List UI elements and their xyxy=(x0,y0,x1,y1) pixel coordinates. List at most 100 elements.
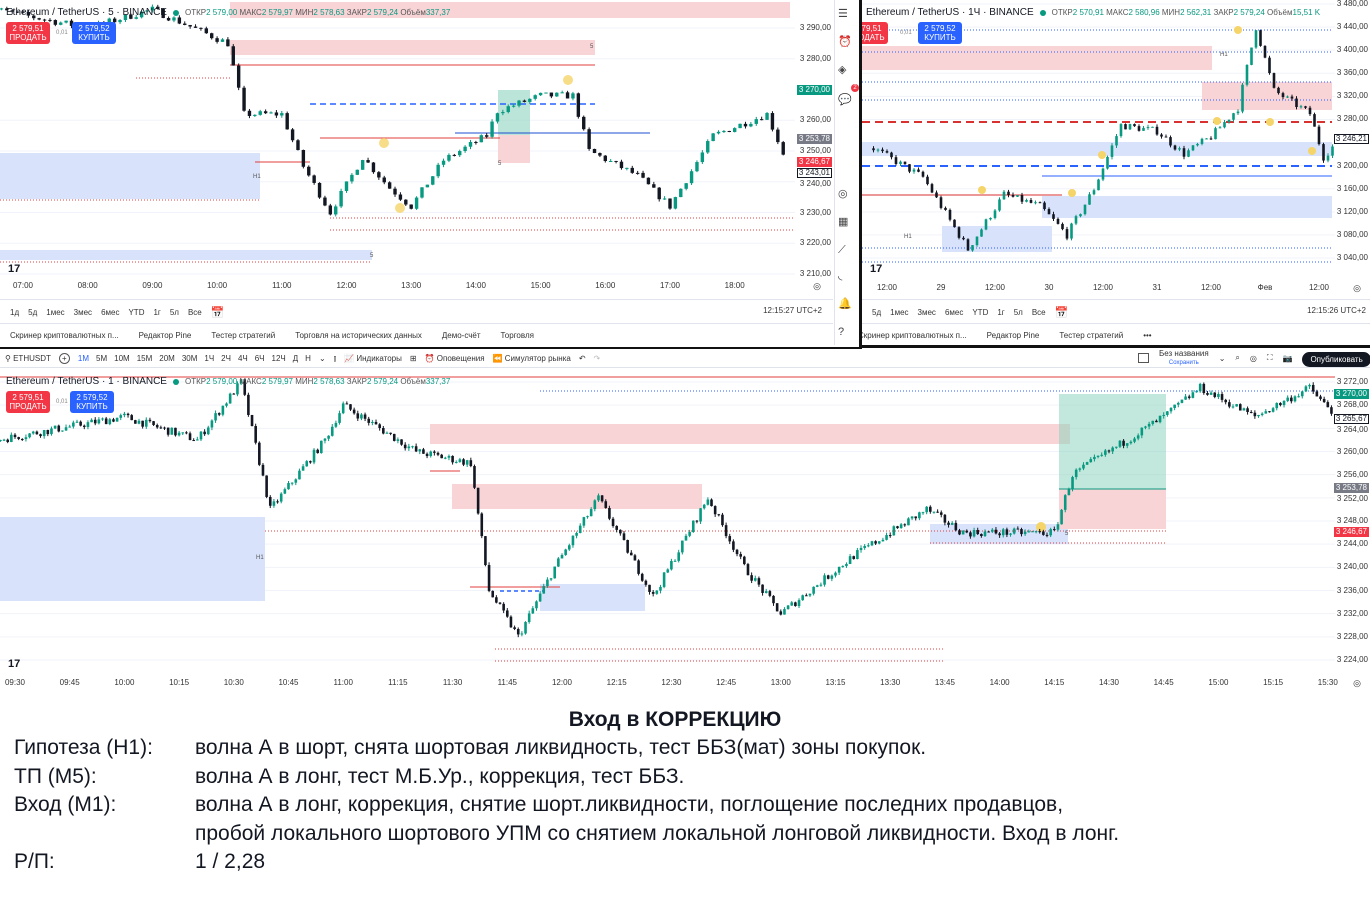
layers-icon[interactable]: ◈ xyxy=(838,64,847,76)
panel-tab[interactable]: Скринер криптовалютных п... xyxy=(862,331,967,340)
buy-button[interactable]: 2 579,52 КУПИТЬ xyxy=(918,22,962,44)
candle xyxy=(564,549,567,555)
chart-type-icon[interactable]: ⫾ xyxy=(333,353,337,363)
time-axis[interactable]: 07:00 08:00 09:00 10:00 11:00 12:00 13:00 14:00… xyxy=(0,281,821,299)
candle xyxy=(914,516,918,519)
range-button[interactable]: YTD xyxy=(972,308,989,317)
quick-search-icon[interactable]: ⌕ xyxy=(1235,353,1240,362)
panel-tab[interactable]: Тестер стратегий xyxy=(1059,331,1124,340)
chart-canvas-1m[interactable]: H1 5 17 xyxy=(0,369,1335,675)
target-icon[interactable]: ◎ xyxy=(838,188,848,200)
candle xyxy=(1034,531,1038,533)
chart-canvas-1h[interactable]: H1 H1 17 xyxy=(862,0,1335,280)
help-icon[interactable]: ? xyxy=(838,326,845,338)
range-button[interactable]: 1г xyxy=(997,308,1005,317)
time-axis[interactable]: 12:00 29 12:00 30 12:00 31 12:00 Фев 12:00 ◎ xyxy=(862,283,1361,299)
symbol-search[interactable]: ⚲ ETHUSDT xyxy=(5,354,51,363)
goto-date-icon[interactable]: 📅 xyxy=(1054,307,1069,319)
publish-button[interactable]: Опубликовать xyxy=(1302,351,1370,367)
candle xyxy=(360,160,365,170)
range-button[interactable]: 5д xyxy=(28,308,38,317)
symbol-title[interactable]: Ethereum / TetherUS · 5 · BINANCE xyxy=(6,7,167,18)
range-button[interactable]: 6мес xyxy=(944,308,964,317)
bell-icon[interactable]: 🔔 xyxy=(838,298,852,310)
templates-icon[interactable]: ⊞ xyxy=(409,354,417,363)
layout-name[interactable]: Без названия Сохранить xyxy=(1159,349,1209,366)
snapshot-icon[interactable]: 📷 xyxy=(1282,353,1293,363)
alerts-button[interactable]: ⏰ Оповещения xyxy=(424,354,485,363)
interval-0[interactable]: 1М xyxy=(77,354,89,363)
replay-button[interactable]: ⏪ Симулятор рынка xyxy=(492,354,571,363)
calendar-icon[interactable]: ▦ xyxy=(838,216,849,228)
fullscreen-icon[interactable]: ⛶ xyxy=(1266,353,1273,362)
range-button[interactable]: Все xyxy=(187,308,202,317)
interval-11[interactable]: Д xyxy=(292,354,299,363)
range-button[interactable]: 1г xyxy=(153,308,161,317)
axis-settings-icon[interactable]: ◎ xyxy=(1353,678,1361,688)
interval-5[interactable]: 30М xyxy=(181,354,198,363)
chart-canvas-5m[interactable]: H1 5 5 5 17 xyxy=(0,0,795,280)
panel-tab[interactable]: Редактор Pine xyxy=(986,331,1040,340)
interval-9[interactable]: 6Ч xyxy=(254,354,265,363)
interval-4[interactable]: 20М xyxy=(159,354,175,363)
range-button[interactable]: 1д xyxy=(10,308,20,317)
symbol-title[interactable]: Ethereum / TetherUS · 1 · BINANCE xyxy=(6,376,167,387)
buy-button[interactable]: 2 579,52 КУПИТЬ xyxy=(70,391,114,413)
price-axis[interactable]: 3 480,00 3 440,00 3 400,00 3 360,00 3 320,00… xyxy=(1333,0,1370,280)
compare-add-icon[interactable]: + xyxy=(58,353,70,364)
price-axis[interactable]: 3 272,00 3 268,00 3 264,00 3 260,00 3 256,00… xyxy=(1333,369,1370,675)
layout-icon[interactable] xyxy=(1138,353,1149,363)
range-button[interactable]: 5л xyxy=(1013,308,1023,317)
range-button[interactable]: YTD xyxy=(128,308,145,317)
interval-3[interactable]: 15М xyxy=(136,354,153,363)
candle xyxy=(206,427,210,435)
axis-settings-icon[interactable]: ◎ xyxy=(1353,283,1361,293)
panel-tab[interactable]: Демо-счёт xyxy=(441,331,481,340)
redo-icon[interactable]: ↷ xyxy=(593,354,601,363)
settings-icon[interactable]: ◎ xyxy=(1249,353,1257,363)
panel-tab[interactable]: Торговля xyxy=(500,331,534,340)
interval-6[interactable]: 1Ч xyxy=(204,354,215,363)
symbol-title[interactable]: Ethereum / TetherUS · 1Ч · BINANCE xyxy=(866,7,1034,18)
axis-settings-icon[interactable]: ◎ xyxy=(813,281,821,291)
interval-10[interactable]: 12Ч xyxy=(271,354,286,363)
alarm-icon[interactable]: ⏰ xyxy=(838,36,852,48)
chevron-down-icon[interactable]: ⌄ xyxy=(1218,353,1226,363)
range-button[interactable]: 5л xyxy=(169,308,179,317)
range-button[interactable]: 6мес xyxy=(101,308,120,317)
candle xyxy=(367,418,371,423)
interval-12[interactable]: Н xyxy=(305,354,311,363)
chart-line-icon[interactable]: ⟋ xyxy=(838,244,846,256)
buy-button[interactable]: 2 579,52 КУПИТЬ xyxy=(72,22,116,44)
time-axis[interactable]: 09:30 09:45 10:00 10:15 10:30 10:45 11:00 11:15… xyxy=(0,678,1361,694)
range-button[interactable]: Все xyxy=(1031,308,1046,317)
price-axis[interactable]: 3 290,00 3 280,00 3 260,00 3 250,00 3 240,00… xyxy=(795,0,833,280)
panel-tab[interactable]: Торговля на исторических данных xyxy=(295,331,422,340)
range-button[interactable]: 3мес xyxy=(73,308,93,317)
goto-date-icon[interactable]: 📅 xyxy=(210,307,225,319)
signal-icon[interactable]: ◟ xyxy=(838,270,843,282)
chat-icon[interactable]: 💬 xyxy=(838,94,852,106)
watchlist-icon[interactable]: ☰ xyxy=(838,8,848,20)
interval-dropdown-icon[interactable]: ⌄ xyxy=(318,354,326,363)
clock[interactable]: 12:15:27 UTC+2 xyxy=(763,306,822,315)
more-tabs-button[interactable]: ••• xyxy=(1143,331,1152,340)
range-button[interactable]: 5д xyxy=(872,308,882,317)
panel-tab[interactable]: Редактор Pine xyxy=(138,331,192,340)
candle xyxy=(555,92,559,97)
clock[interactable]: 12:15:26 UTC+2 xyxy=(1307,306,1366,315)
interval-1[interactable]: 5М xyxy=(96,354,108,363)
range-button[interactable]: 1мес xyxy=(46,308,65,317)
undo-icon[interactable]: ↶ xyxy=(578,354,586,363)
interval-2[interactable]: 10М xyxy=(114,354,130,363)
panel-tab[interactable]: Тестер стратегий xyxy=(211,331,276,340)
range-button[interactable]: 1мес xyxy=(890,308,909,317)
range-button[interactable]: 3мес xyxy=(917,308,936,317)
panel-tab[interactable]: Скринер криптовалютных п... xyxy=(10,331,119,340)
interval-7[interactable]: 2Ч xyxy=(221,354,231,363)
interval-8[interactable]: 4Ч xyxy=(237,354,248,363)
indicators-button[interactable]: 📈 Индикаторы xyxy=(344,354,402,363)
